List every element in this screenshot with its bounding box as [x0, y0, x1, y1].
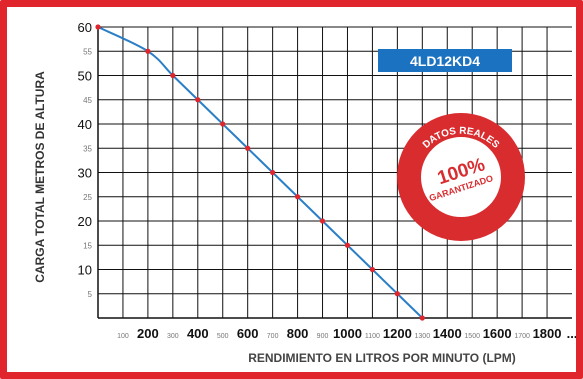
- x-tick-label: 300: [167, 333, 179, 340]
- data-point: [319, 218, 326, 224]
- data-point: [419, 315, 425, 321]
- data-point: [369, 266, 376, 273]
- y-tick-label: 10: [78, 263, 92, 278]
- data-point: [195, 97, 201, 103]
- x-tick-label: 1000: [333, 326, 362, 341]
- data-point: [245, 145, 251, 151]
- y-tick-label: 25: [83, 193, 92, 202]
- x-tick-label: 1100: [365, 333, 380, 340]
- x-tick-label: 1500: [464, 333, 480, 340]
- model-label: 4LD12KD4: [410, 53, 480, 69]
- x-tick-label: 700: [267, 333, 279, 340]
- y-tick-labels: 5 10 15 20 25 30 35 40 45 50 55 60: [78, 20, 93, 299]
- x-tick-label: 1800: [533, 326, 562, 341]
- y-tick-label: 30: [78, 166, 92, 181]
- y-tick-label: 35: [83, 144, 92, 153]
- data-point: [294, 194, 301, 200]
- data-point: [95, 24, 101, 30]
- x-tick-label: 500: [217, 333, 229, 340]
- model-label-background: [378, 49, 512, 72]
- data-point: [145, 48, 151, 54]
- x-tick-labels: 100 200 300 400 500 600 700 800 900 1000 1100 1200 1…: [117, 326, 576, 341]
- series: [95, 24, 425, 321]
- x-axis-label: RENDIMIENTO EN LITROS POR MINUTO (LPM): [248, 351, 516, 365]
- pump-curve-chart: 5 10 15 20 25 30 35 40 45 50 55 60 100 200 300 400 500 6…: [33, 20, 576, 365]
- x-tick-label: 1700: [514, 333, 530, 340]
- model-label-box: 4LD12KD4: [378, 49, 512, 72]
- x-tick-label: 1300: [415, 333, 431, 340]
- y-tick-label: 40: [78, 117, 92, 132]
- stamp-inner-circle: [419, 135, 503, 219]
- y-tick-label: 50: [78, 69, 92, 84]
- y-tick-label: 20: [78, 214, 92, 229]
- axes: [97, 27, 572, 319]
- x-tick-label: 800: [287, 326, 309, 341]
- data-point: [270, 169, 276, 176]
- x-tick-label: 1200: [383, 326, 412, 341]
- x-tick-label: 100: [117, 333, 129, 340]
- x-tick-label: 900: [317, 333, 329, 340]
- y-tick-label: 45: [83, 96, 92, 105]
- x-tick-label: 600: [237, 326, 259, 341]
- data-point: [220, 121, 226, 127]
- y-axis-label: CARGA TOTAL METROS DE ALTURA: [33, 71, 47, 283]
- x-tick-label: 400: [187, 326, 209, 341]
- x-tick-label: 200: [137, 326, 159, 341]
- y-tick-label: 55: [83, 47, 92, 56]
- y-tick-label: 60: [78, 20, 92, 35]
- data-point: [344, 242, 351, 248]
- guarantee-stamp: DATOS REALES LITRO X LITRO 100% GARANTIZ…: [397, 113, 525, 241]
- x-tick-label: 1400: [433, 326, 462, 341]
- x-tick-label: ...: [567, 326, 576, 341]
- x-tick-label: 1600: [483, 326, 512, 341]
- y-tick-label: 15: [83, 241, 92, 250]
- data-point: [394, 291, 400, 297]
- y-tick-label: 5: [88, 290, 93, 299]
- data-point: [170, 72, 176, 79]
